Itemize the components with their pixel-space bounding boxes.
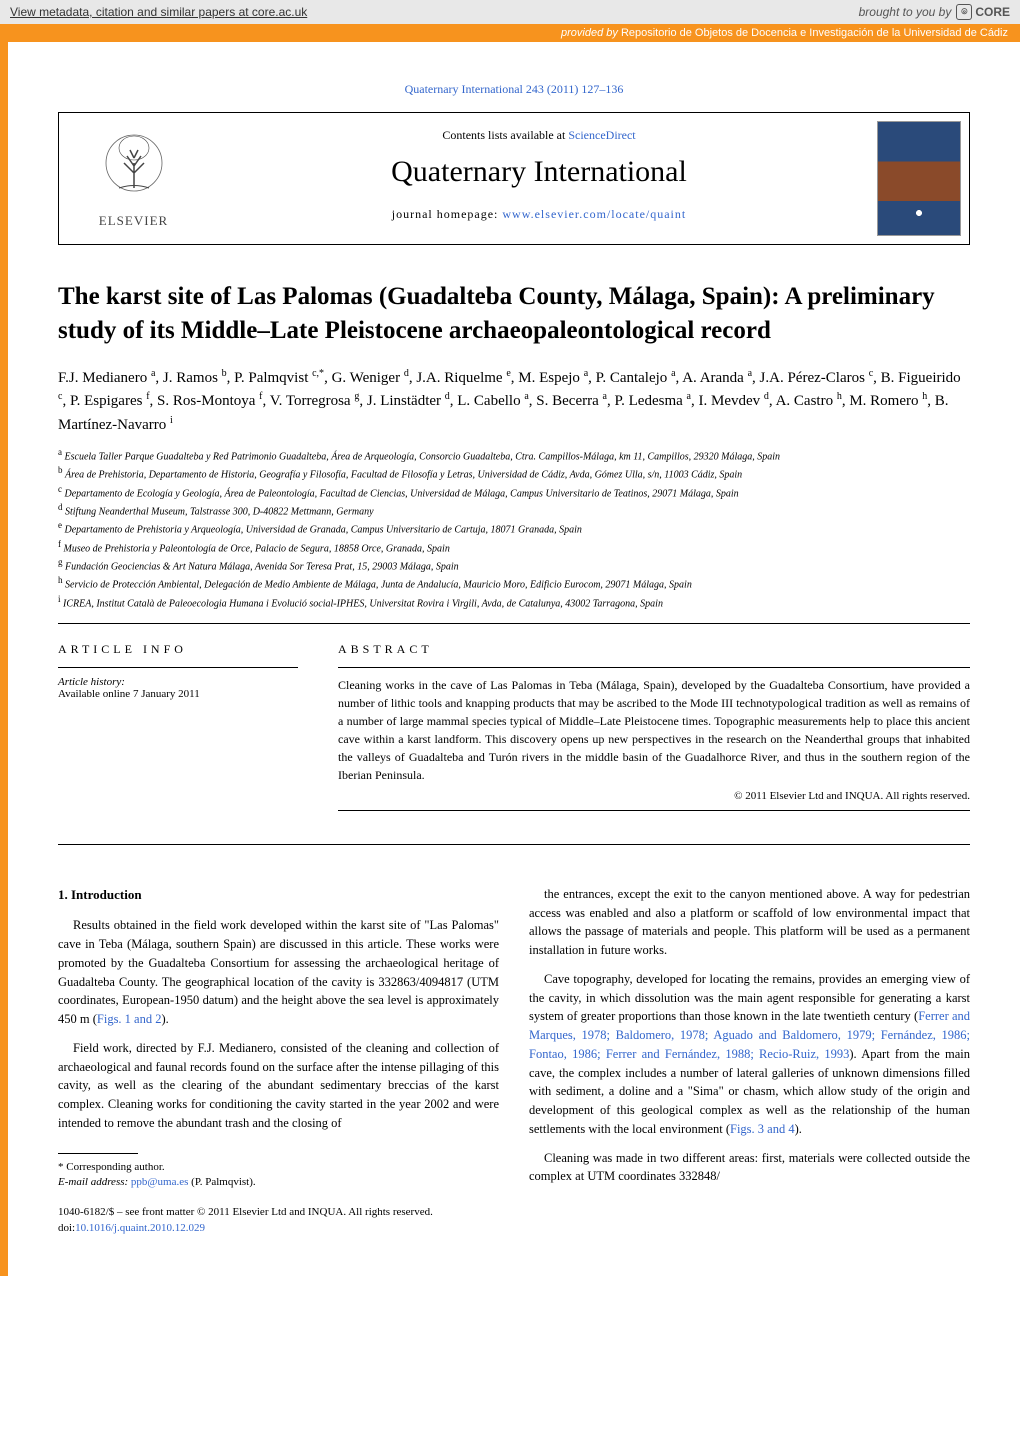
body-paragraph: Cleaning was made in two different areas… <box>529 1149 970 1187</box>
repository-name[interactable]: Repositorio de Objetos de Docencia e Inv… <box>621 27 1008 39</box>
elsevier-logo-cell: ELSEVIER <box>59 113 209 244</box>
journal-header-box: ELSEVIER Contents lists available at Sci… <box>58 112 970 245</box>
core-brand: CORE <box>975 5 1010 19</box>
divider <box>58 667 298 668</box>
affiliation-line: d Stiftung Neanderthal Museum, Talstrass… <box>58 501 970 519</box>
provided-by-label: provided by <box>561 27 618 39</box>
affiliation-line: f Museo de Prehistoria y Paleontología d… <box>58 538 970 556</box>
divider <box>338 667 970 668</box>
abstract-heading: ABSTRACT <box>338 642 970 657</box>
authors-list: F.J. Medianero a, J. Ramos b, P. Palmqvi… <box>58 366 970 437</box>
affiliations-list: a Escuela Taller Parque Guadalteba y Red… <box>58 446 970 611</box>
core-logo[interactable]: ⌾ CORE <box>956 4 1010 20</box>
doi-link[interactable]: 10.1016/j.quaint.2010.12.029 <box>75 1222 205 1234</box>
affiliation-line: h Servicio de Protección Ambiental, Dele… <box>58 574 970 592</box>
sciencedirect-link[interactable]: ScienceDirect <box>568 128 635 142</box>
email-attribution: (P. Palmqvist). <box>191 1176 255 1188</box>
article-info-heading: ARTICLE INFO <box>58 642 298 657</box>
contents-available-line: Contents lists available at ScienceDirec… <box>224 128 854 143</box>
corresponding-email-link[interactable]: ppb@uma.es <box>131 1176 188 1188</box>
affiliation-line: g Fundación Geociencias & Art Natura Mál… <box>58 556 970 574</box>
journal-cover-cell <box>869 113 969 244</box>
journal-cover-thumbnail <box>877 121 961 236</box>
email-label: E-mail address: <box>58 1176 128 1188</box>
issn-copyright-line: 1040-6182/$ – see front matter © 2011 El… <box>58 1205 499 1220</box>
journal-homepage-link[interactable]: www.elsevier.com/locate/quaint <box>502 207 686 221</box>
repository-banner: provided by Repositorio de Objetos de Do… <box>0 24 1020 42</box>
abstract-copyright: © 2011 Elsevier Ltd and INQUA. All right… <box>338 790 970 802</box>
core-brought-label: brought to you by <box>859 5 952 19</box>
article-history-label: Article history: <box>58 676 298 688</box>
affiliation-line: i ICREA, Institut Català de Paleoecologi… <box>58 593 970 611</box>
article-history: Article history: Available online 7 Janu… <box>58 676 298 700</box>
journal-reference: Quaternary International 243 (2011) 127–… <box>58 82 970 97</box>
body-column-right: the entrances, except the exit to the ca… <box>529 885 970 1236</box>
journal-title: Quaternary International <box>224 155 854 189</box>
corresponding-author-line: * Corresponding author. <box>58 1160 499 1175</box>
affiliation-line: c Departamento de Ecología y Geología, Á… <box>58 483 970 501</box>
affiliation-line: a Escuela Taller Parque Guadalteba y Red… <box>58 446 970 464</box>
divider <box>58 623 970 624</box>
core-icon: ⌾ <box>956 4 972 20</box>
body-columns: 1. Introduction Results obtained in the … <box>58 885 970 1236</box>
divider <box>338 810 970 811</box>
abstract-text: Cleaning works in the cave of Las Paloma… <box>338 676 970 784</box>
article-history-date: Available online 7 January 2011 <box>58 688 298 700</box>
elsevier-tree-icon <box>94 128 174 208</box>
doi-label: doi: <box>58 1222 75 1234</box>
elsevier-text: ELSEVIER <box>99 213 168 229</box>
divider <box>58 844 970 845</box>
footnote-separator <box>58 1153 138 1154</box>
core-metadata-link[interactable]: View metadata, citation and similar pape… <box>10 5 307 19</box>
body-paragraph: Field work, directed by F.J. Medianero, … <box>58 1039 499 1133</box>
body-column-left: 1. Introduction Results obtained in the … <box>58 885 499 1236</box>
body-paragraph: Cave topography, developed for locating … <box>529 970 970 1139</box>
introduction-heading: 1. Introduction <box>58 885 499 905</box>
body-paragraph: the entrances, except the exit to the ca… <box>529 885 970 960</box>
body-paragraph: Results obtained in the field work devel… <box>58 916 499 1029</box>
affiliation-line: e Departamento de Prehistoria y Arqueolo… <box>58 519 970 537</box>
affiliation-line: b Área de Prehistoria, Departamento de H… <box>58 464 970 482</box>
article-title: The karst site of Las Palomas (Guadalteb… <box>58 280 970 348</box>
corresponding-author-footnote: * Corresponding author. E-mail address: … <box>58 1160 499 1191</box>
publication-metadata: 1040-6182/$ – see front matter © 2011 El… <box>58 1205 499 1236</box>
journal-homepage-line: journal homepage: www.elsevier.com/locat… <box>224 207 854 222</box>
core-banner: View metadata, citation and similar pape… <box>0 0 1020 24</box>
